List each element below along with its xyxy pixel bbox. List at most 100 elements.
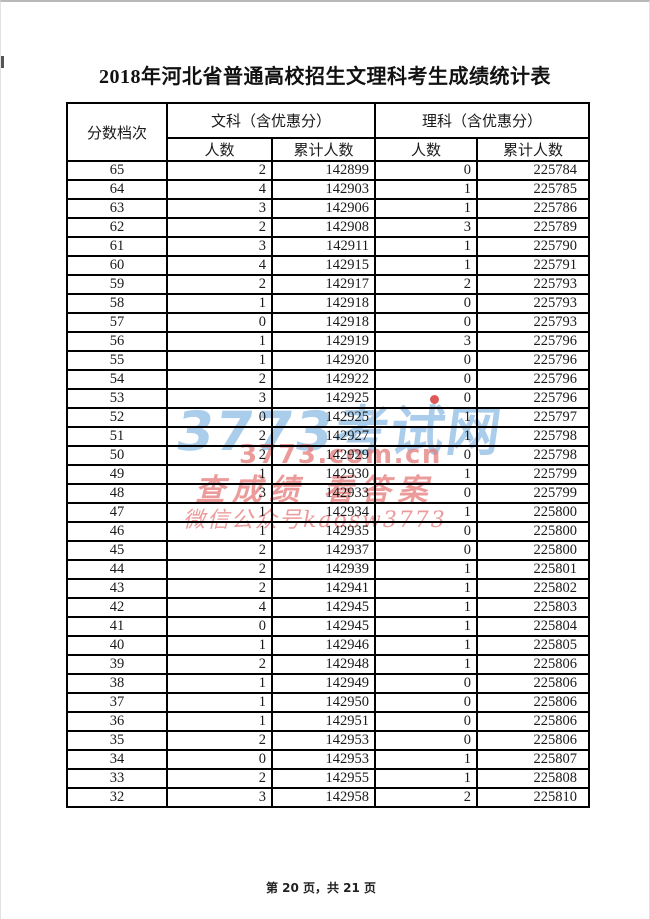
like-cumulative-cell: 225800 xyxy=(476,521,591,542)
wenke-cumulative-cell: 142934 xyxy=(270,502,377,523)
like-cumulative-cell: 225800 xyxy=(476,540,591,561)
wenke-cumulative-cell: 142918 xyxy=(270,293,377,314)
like-count-cell: 1 xyxy=(374,255,479,276)
like-cumulative-cell: 225790 xyxy=(476,236,591,257)
table-row: 36 1 142951 0 225806 xyxy=(66,711,591,732)
like-cumulative-cell: 225806 xyxy=(476,692,591,713)
wenke-count-cell: 0 xyxy=(166,312,273,333)
table-row: 32 3 142958 2 225810 xyxy=(66,787,591,808)
header-like-count: 人数 xyxy=(374,137,479,162)
like-count-cell: 1 xyxy=(374,635,479,656)
wenke-count-cell: 2 xyxy=(166,540,273,561)
like-count-cell: 1 xyxy=(374,407,479,428)
wenke-count-cell: 1 xyxy=(166,350,273,371)
like-count-cell: 3 xyxy=(374,217,479,238)
like-cumulative-cell: 225796 xyxy=(476,350,591,371)
score-level-cell: 44 xyxy=(66,559,168,580)
table-row: 57 0 142918 0 225793 xyxy=(66,312,591,333)
score-level-cell: 64 xyxy=(66,179,168,200)
wenke-count-cell: 2 xyxy=(166,730,273,751)
like-cumulative-cell: 225803 xyxy=(476,597,591,618)
table-row: 40 1 142946 1 225805 xyxy=(66,635,591,656)
table-row: 34 0 142953 1 225807 xyxy=(66,749,591,770)
wenke-count-cell: 1 xyxy=(166,293,273,314)
header-wenke-cumulative: 累计人数 xyxy=(270,137,377,162)
score-level-cell: 51 xyxy=(66,426,168,447)
score-level-cell: 55 xyxy=(66,350,168,371)
wenke-count-cell: 1 xyxy=(166,502,273,523)
wenke-cumulative-cell: 142953 xyxy=(270,730,377,751)
wenke-count-cell: 0 xyxy=(166,749,273,770)
like-cumulative-cell: 225798 xyxy=(476,426,591,447)
header-group-row: 分数档次 文科（含优惠分） 理科（含优惠分） xyxy=(66,102,591,162)
table-row: 41 0 142945 1 225804 xyxy=(66,616,591,637)
wenke-cumulative-cell: 142915 xyxy=(270,255,377,276)
wenke-cumulative-cell: 142925 xyxy=(270,407,377,428)
score-level-cell: 39 xyxy=(66,654,168,675)
header-score-level: 分数档次 xyxy=(66,102,168,162)
table-row: 53 3 142925 0 225796 xyxy=(66,388,591,409)
wenke-cumulative-cell: 142953 xyxy=(270,749,377,770)
wenke-cumulative-cell: 142933 xyxy=(270,483,377,504)
like-count-cell: 0 xyxy=(374,445,479,466)
score-level-cell: 35 xyxy=(66,730,168,751)
like-cumulative-cell: 225806 xyxy=(476,673,591,694)
like-cumulative-cell: 225796 xyxy=(476,369,591,390)
wenke-count-cell: 1 xyxy=(166,711,273,732)
score-level-cell: 32 xyxy=(66,787,168,808)
wenke-cumulative-cell: 142950 xyxy=(270,692,377,713)
wenke-cumulative-cell: 142939 xyxy=(270,559,377,580)
wenke-count-cell: 2 xyxy=(166,426,273,447)
wenke-count-cell: 2 xyxy=(166,217,273,238)
table-row: 42 4 142945 1 225803 xyxy=(66,597,591,618)
table-row: 55 1 142920 0 225796 xyxy=(66,350,591,371)
score-level-cell: 57 xyxy=(66,312,168,333)
wenke-cumulative-cell: 142917 xyxy=(270,274,377,295)
like-cumulative-cell: 225785 xyxy=(476,179,591,200)
wenke-count-cell: 1 xyxy=(166,673,273,694)
scan-edge-mark xyxy=(1,56,4,68)
like-count-cell: 0 xyxy=(374,521,479,542)
score-level-cell: 33 xyxy=(66,768,168,789)
score-level-cell: 49 xyxy=(66,464,168,485)
table-row: 54 2 142922 0 225796 xyxy=(66,369,591,390)
wenke-count-cell: 2 xyxy=(166,369,273,390)
like-count-cell: 0 xyxy=(374,388,479,409)
wenke-cumulative-cell: 142925 xyxy=(270,388,377,409)
wenke-cumulative-cell: 142937 xyxy=(270,540,377,561)
like-count-cell: 2 xyxy=(374,274,479,295)
wenke-cumulative-cell: 142899 xyxy=(270,160,377,181)
like-count-cell: 0 xyxy=(374,673,479,694)
like-cumulative-cell: 225807 xyxy=(476,749,591,770)
wenke-count-cell: 2 xyxy=(166,768,273,789)
like-count-cell: 0 xyxy=(374,692,479,713)
like-cumulative-cell: 225802 xyxy=(476,578,591,599)
table-row: 63 3 142906 1 225786 xyxy=(66,198,591,219)
header-like-group: 理科（含优惠分） xyxy=(374,102,591,139)
page-number-footer: 第 20 页，共 21 页 xyxy=(265,881,377,895)
wenke-count-cell: 4 xyxy=(166,179,273,200)
score-level-cell: 56 xyxy=(66,331,168,352)
wenke-count-cell: 2 xyxy=(166,160,273,181)
header-wenke-count: 人数 xyxy=(166,137,273,162)
wenke-count-cell: 2 xyxy=(166,559,273,580)
wenke-count-cell: 1 xyxy=(166,692,273,713)
like-count-cell: 1 xyxy=(374,749,479,770)
score-level-cell: 48 xyxy=(66,483,168,504)
wenke-count-cell: 1 xyxy=(166,331,273,352)
wenke-count-cell: 2 xyxy=(166,578,273,599)
wenke-cumulative-cell: 142908 xyxy=(270,217,377,238)
like-cumulative-cell: 225784 xyxy=(476,160,591,181)
like-cumulative-cell: 225805 xyxy=(476,635,591,656)
score-level-cell: 37 xyxy=(66,692,168,713)
like-count-cell: 1 xyxy=(374,464,479,485)
score-level-cell: 50 xyxy=(66,445,168,466)
header-like-cumulative: 累计人数 xyxy=(476,137,591,162)
page-title: 2018年河北省普通高校招生文理科考生成绩统计表 xyxy=(99,66,551,88)
like-cumulative-cell: 225810 xyxy=(476,787,591,808)
score-level-cell: 58 xyxy=(66,293,168,314)
table-row: 35 2 142953 0 225806 xyxy=(66,730,591,751)
score-level-cell: 53 xyxy=(66,388,168,409)
table-row: 48 3 142933 0 225799 xyxy=(66,483,591,504)
